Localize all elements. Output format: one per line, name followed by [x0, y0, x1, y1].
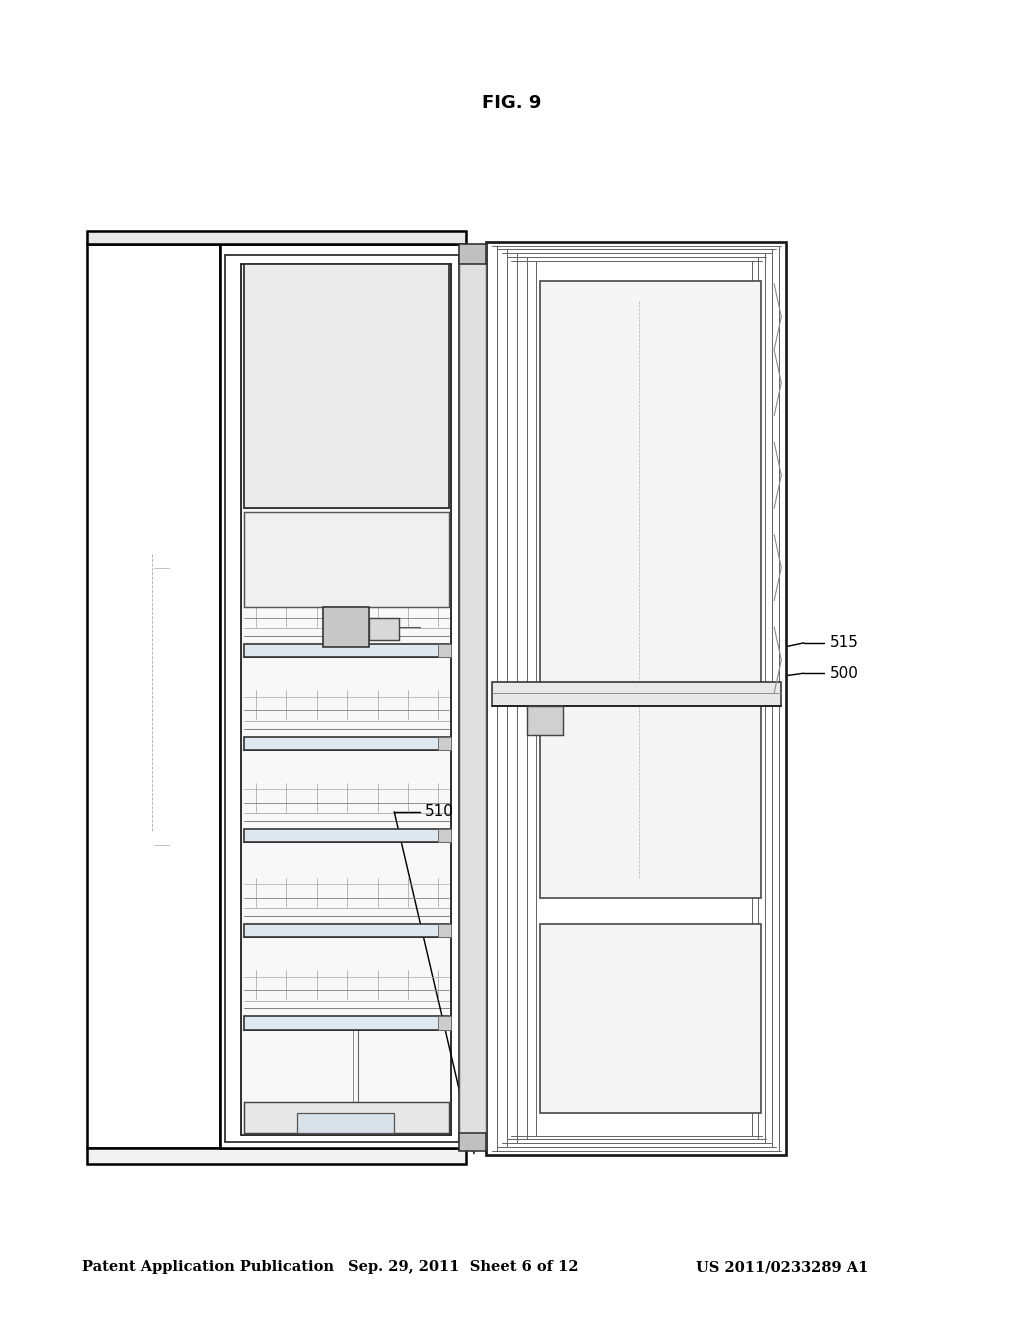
Text: US 2011/0233289 A1: US 2011/0233289 A1 — [696, 1261, 868, 1274]
Polygon shape — [492, 682, 781, 706]
Polygon shape — [459, 244, 486, 264]
Text: Sep. 29, 2011  Sheet 6 of 12: Sep. 29, 2011 Sheet 6 of 12 — [348, 1261, 579, 1274]
Polygon shape — [244, 924, 449, 937]
Text: 515: 515 — [829, 635, 858, 651]
Polygon shape — [244, 1016, 449, 1030]
Polygon shape — [244, 737, 449, 750]
Polygon shape — [323, 607, 369, 647]
Polygon shape — [486, 242, 786, 1155]
Text: FIG. 9: FIG. 9 — [482, 94, 542, 112]
Polygon shape — [241, 264, 451, 1135]
Polygon shape — [87, 1148, 466, 1164]
Polygon shape — [438, 644, 451, 657]
Polygon shape — [459, 244, 486, 1148]
Polygon shape — [540, 924, 761, 1113]
Text: Patent Application Publication: Patent Application Publication — [82, 1261, 334, 1274]
Polygon shape — [244, 512, 449, 607]
Polygon shape — [527, 706, 563, 735]
Polygon shape — [297, 1113, 394, 1133]
Polygon shape — [87, 244, 220, 1148]
Polygon shape — [244, 829, 449, 842]
Polygon shape — [244, 644, 449, 657]
Polygon shape — [438, 924, 451, 937]
Polygon shape — [438, 737, 451, 750]
Polygon shape — [540, 281, 761, 898]
Polygon shape — [438, 1016, 451, 1030]
Polygon shape — [244, 1102, 449, 1133]
Polygon shape — [369, 618, 399, 640]
Text: 510: 510 — [425, 804, 454, 820]
Polygon shape — [87, 231, 466, 244]
Polygon shape — [459, 1133, 486, 1151]
Polygon shape — [438, 829, 451, 842]
Polygon shape — [220, 244, 466, 1148]
Polygon shape — [244, 264, 449, 508]
Text: 500: 500 — [829, 665, 858, 681]
